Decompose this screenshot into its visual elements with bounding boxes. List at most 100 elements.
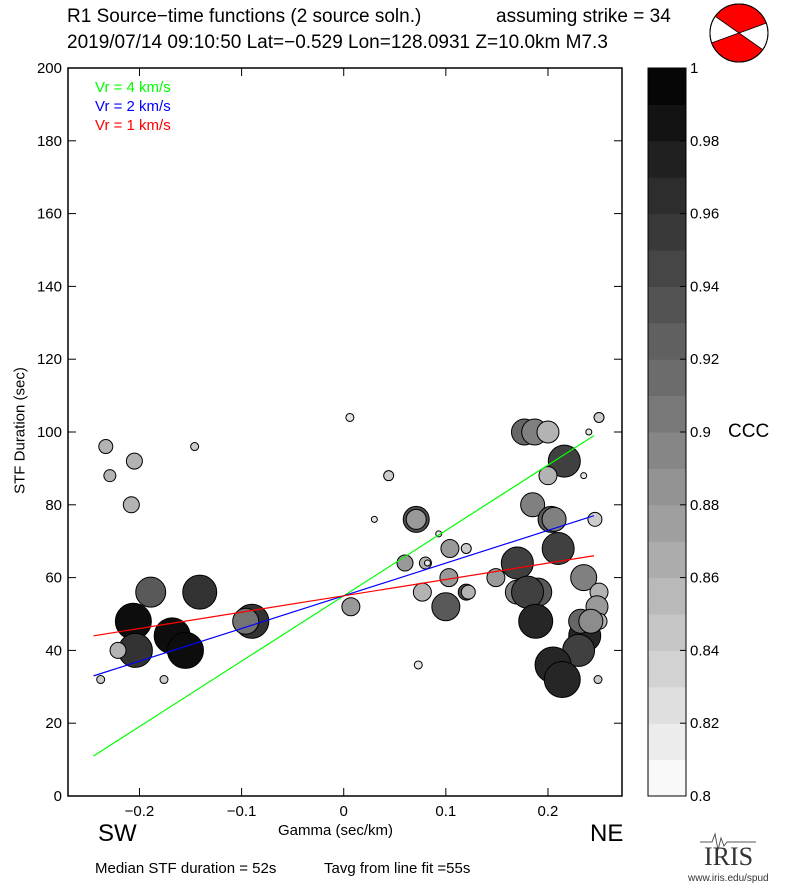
x-tick-label: 0.2 bbox=[538, 803, 559, 820]
y-tick-label: 160 bbox=[37, 206, 62, 223]
x-tick-label: −0.1 bbox=[227, 803, 257, 820]
colorbar-bin bbox=[648, 286, 686, 324]
colorbar-bin bbox=[648, 395, 686, 433]
y-tick-label: 60 bbox=[45, 570, 62, 587]
strike-label: assuming strike = 34 bbox=[496, 6, 671, 27]
colorbar-label: CCC bbox=[728, 421, 770, 442]
data-point bbox=[96, 675, 106, 685]
data-point bbox=[109, 641, 127, 659]
iris-logo-wave bbox=[700, 832, 756, 851]
data-point bbox=[122, 496, 140, 514]
colorbar-tick-label: 0.96 bbox=[690, 206, 719, 223]
iris-url[interactable]: www.iris.edu/spud bbox=[688, 873, 769, 884]
data-point bbox=[103, 469, 117, 483]
colorbar-bin bbox=[648, 322, 686, 360]
chart-title: R1 Source−time functions (2 source soln.… bbox=[67, 6, 422, 27]
data-point bbox=[182, 574, 218, 610]
colorbar-bin bbox=[648, 577, 686, 615]
data-point bbox=[423, 559, 431, 567]
colorbar-bin bbox=[648, 614, 686, 651]
y-tick-label: 200 bbox=[37, 60, 62, 77]
data-point bbox=[500, 546, 534, 580]
x-axis-label: Gamma (sec/km) bbox=[278, 822, 394, 839]
median-duration: Median STF duration = 52s bbox=[95, 860, 277, 877]
y-tick-label: 180 bbox=[37, 133, 62, 150]
data-point bbox=[536, 420, 560, 444]
data-point bbox=[412, 582, 432, 602]
ne-label: NE bbox=[590, 820, 624, 847]
colorbar-tick-label: 0.88 bbox=[690, 497, 719, 514]
data-point bbox=[396, 554, 414, 572]
sw-label: SW bbox=[98, 820, 137, 847]
colorbar-bin bbox=[648, 250, 686, 287]
x-tick-label: −0.2 bbox=[125, 803, 155, 820]
colorbar-bin bbox=[648, 140, 686, 178]
colorbar-tick-label: 0.84 bbox=[690, 642, 719, 659]
data-point bbox=[431, 592, 461, 622]
colorbar-tick-label: 0.92 bbox=[690, 351, 719, 368]
legend-vr2: Vr = 2 km/s bbox=[95, 98, 171, 115]
x-tick-label: 0.1 bbox=[435, 803, 456, 820]
colorbar-bin bbox=[648, 432, 686, 469]
x-tick-label: 0 bbox=[340, 803, 348, 820]
y-tick-label: 120 bbox=[37, 351, 62, 368]
data-point bbox=[460, 542, 472, 554]
data-point bbox=[460, 584, 476, 600]
data-point bbox=[413, 660, 423, 670]
colorbar-bin bbox=[648, 68, 686, 105]
legend-vr1: Vr = 1 km/s bbox=[95, 117, 171, 134]
y-tick-label: 100 bbox=[37, 424, 62, 441]
colorbar-bin bbox=[648, 759, 686, 797]
data-point bbox=[370, 515, 378, 523]
data-point bbox=[135, 576, 167, 608]
colorbar-bin bbox=[648, 541, 686, 579]
data-point bbox=[593, 675, 603, 685]
colorbar-tick-label: 0.98 bbox=[690, 133, 719, 150]
tavg-line-fit: Tavg from line fit =55s bbox=[324, 860, 471, 877]
data-point bbox=[580, 472, 588, 480]
data-point bbox=[405, 508, 427, 530]
y-tick-label: 20 bbox=[45, 715, 62, 732]
colorbar-tick-label: 0.82 bbox=[690, 715, 719, 732]
data-point bbox=[585, 428, 593, 436]
data-point bbox=[541, 506, 567, 532]
legend-vr4: Vr = 4 km/s bbox=[95, 79, 171, 96]
data-point bbox=[541, 531, 575, 565]
data-point bbox=[125, 452, 143, 470]
data-point bbox=[520, 492, 546, 518]
data-point bbox=[593, 411, 605, 423]
colorbar-bin bbox=[648, 104, 686, 142]
colorbar-tick-label: 0.86 bbox=[690, 570, 719, 587]
data-point bbox=[341, 597, 361, 617]
data-point bbox=[587, 511, 603, 527]
y-tick-label: 0 bbox=[54, 788, 62, 805]
event-info: 2019/07/14 09:10:50 Lat=−0.529 Lon=128.0… bbox=[67, 32, 608, 53]
colorbar-bin bbox=[648, 650, 686, 688]
data-point bbox=[511, 575, 545, 609]
data-point bbox=[159, 675, 169, 685]
colorbar-tick-label: 0.8 bbox=[690, 788, 711, 805]
colorbar-bin bbox=[648, 177, 686, 215]
beachball-outline bbox=[709, 3, 769, 63]
data-point bbox=[547, 444, 581, 478]
colorbar-tick-label: 0.9 bbox=[690, 424, 711, 441]
colorbar-tick-label: 1 bbox=[690, 60, 698, 77]
y-tick-label: 40 bbox=[45, 642, 62, 659]
data-point bbox=[543, 661, 581, 699]
data-point bbox=[440, 538, 460, 558]
colorbar-bin bbox=[648, 686, 686, 724]
data-point bbox=[98, 439, 114, 455]
data-point bbox=[232, 607, 260, 635]
y-tick-label: 140 bbox=[37, 278, 62, 295]
colorbar-bin bbox=[648, 468, 686, 506]
data-point bbox=[538, 466, 558, 486]
colorbar-bin bbox=[648, 359, 686, 397]
data-point bbox=[190, 442, 200, 452]
y-tick-label: 80 bbox=[45, 497, 62, 514]
colorbar-bin bbox=[648, 723, 686, 761]
colorbar-bin bbox=[648, 213, 686, 251]
colorbar-bin bbox=[648, 504, 686, 542]
fit-line bbox=[93, 555, 595, 637]
